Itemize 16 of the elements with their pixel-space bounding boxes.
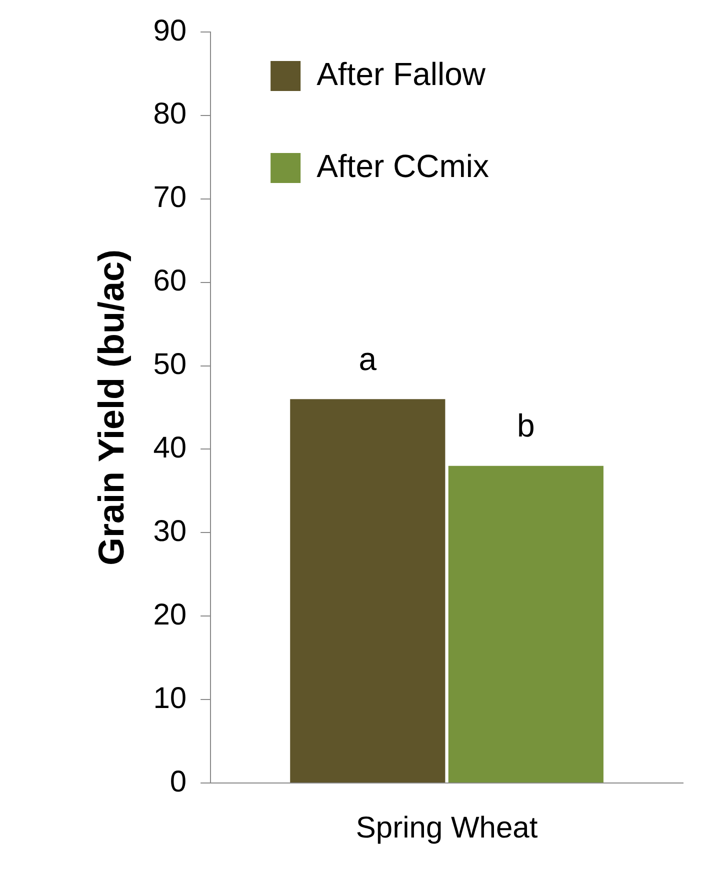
y-tick-label: 20	[153, 598, 187, 632]
y-tick-label: 70	[153, 181, 187, 214]
legend-label: After Fallow	[316, 56, 486, 92]
y-tick-label: 30	[153, 514, 187, 548]
legend-label: After CCmix	[316, 148, 490, 184]
y-tick-label: 40	[153, 431, 187, 464]
y-tick-label: 50	[153, 348, 187, 382]
y-tick-label: 60	[153, 264, 187, 298]
annotation: b	[517, 408, 535, 444]
y-tick-label: 10	[153, 682, 187, 715]
y-axis-title: Grain Yield (bu/ac)	[90, 249, 132, 566]
y-tick-label: 80	[153, 98, 187, 131]
y-tick-label: 0	[170, 765, 187, 798]
y-tick-label: 90	[153, 14, 187, 48]
x-tick-label: Spring Wheat	[356, 811, 538, 844]
annotation: a	[358, 340, 377, 377]
